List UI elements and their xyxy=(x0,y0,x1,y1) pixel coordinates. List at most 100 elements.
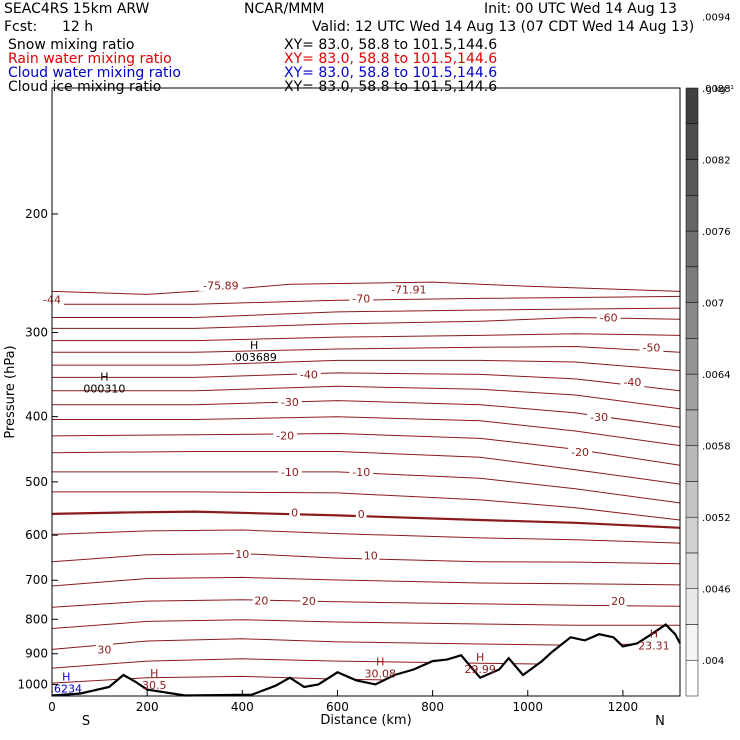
colorbar-band xyxy=(685,373,699,411)
colorbar-band xyxy=(685,159,699,196)
isotherm-line xyxy=(52,345,681,353)
colorbar-band xyxy=(685,266,699,303)
colorbar-band xyxy=(685,552,699,589)
contour-label: -30 xyxy=(281,396,299,409)
contour-label: -70 xyxy=(352,292,370,305)
x-tick-label: 1000 xyxy=(512,700,543,714)
y-tick-label: 500 xyxy=(25,475,48,489)
contour-labels: -75.89 -71.91 -70 -60 -50 -40 -40 -30 -30 -20 -20 -… xyxy=(40,279,670,695)
model-title: SEAC4RS 15km ARW xyxy=(4,1,150,17)
y-tick-label: 700 xyxy=(25,573,48,587)
contour-label: 0 xyxy=(358,508,365,521)
field-xy-cloud-water: XY= 83.0, 58.8 to 101.5,144.6 xyxy=(284,65,498,81)
contour-label: -50 xyxy=(642,341,660,354)
y-tick-label: 800 xyxy=(25,612,48,626)
isotherm-line xyxy=(51,432,681,466)
colorbar-band xyxy=(685,516,699,554)
colorbar-band xyxy=(685,195,699,232)
contour-label-bg xyxy=(277,465,302,478)
colorbar-band xyxy=(685,338,699,375)
contour-label: -30 xyxy=(590,411,608,424)
colorbar-tick-label: .0082 xyxy=(702,156,731,167)
x-tick-label: 600 xyxy=(326,700,349,714)
contour-label: -71.91 xyxy=(391,283,426,296)
contour-label-bg xyxy=(199,279,243,292)
colorbar-band xyxy=(685,445,699,482)
contour-label: -40 xyxy=(300,368,318,381)
terrain-fill xyxy=(52,624,680,696)
isotherm-line xyxy=(52,295,681,305)
extremum-value: 23.31 xyxy=(638,639,670,652)
colorbar-tick-label: .0088 xyxy=(702,84,731,95)
isotherm-line xyxy=(52,359,681,372)
x-tick-label: 0 xyxy=(48,700,56,714)
colorbar-band xyxy=(685,230,699,268)
contour-label: -60 xyxy=(600,311,618,324)
contour-label-bg xyxy=(620,375,645,388)
contour-label-bg xyxy=(277,395,302,408)
isotherm-line xyxy=(52,316,681,329)
isotherm-line xyxy=(52,400,681,428)
field-name-rain: Rain water mixing ratio xyxy=(8,51,172,67)
contour-label-bg xyxy=(273,429,298,442)
y-tick-label: 900 xyxy=(25,647,48,661)
extremum-marker: H xyxy=(62,670,70,683)
field-name-cloud-ice: Cloud ice mixing ratio xyxy=(8,79,162,95)
contour-label: 20 xyxy=(611,595,625,608)
extremum-value: 000310 xyxy=(83,382,125,395)
contour-label: -75.89 xyxy=(203,279,238,292)
x-tick-label: 200 xyxy=(136,700,159,714)
extremum-marker: H xyxy=(376,655,384,668)
x-end-label-left: S xyxy=(82,714,90,729)
contour-label-bg xyxy=(587,410,612,423)
colorbar-unit: g kg⁻¹ xyxy=(706,85,734,95)
field-xy-cloud-ice: XY= 83.0, 58.8 to 101.5,144.6 xyxy=(284,79,498,95)
colorbar-band xyxy=(685,659,699,697)
contour-label-bg xyxy=(297,368,321,381)
colorbar-tick-label: .0046 xyxy=(702,585,731,596)
contour-label-bg xyxy=(639,341,664,354)
contour-label: -20 xyxy=(571,446,589,459)
y-tick-label: 300 xyxy=(25,326,48,340)
extremum-marker: H xyxy=(476,651,484,664)
isotherm-contours xyxy=(51,281,681,684)
isotherm-line xyxy=(52,416,681,447)
isotherm-line xyxy=(51,576,681,587)
colorbar-band xyxy=(685,123,699,160)
x-tick-label: 800 xyxy=(421,700,444,714)
contour-label-bg xyxy=(233,548,251,561)
isotherm-line xyxy=(52,385,681,410)
contour-label: -20 xyxy=(276,429,294,442)
forecast-value: 12 h xyxy=(62,19,94,35)
colorbar-tick-label: .004 xyxy=(702,656,724,667)
y-tick-label: 200 xyxy=(25,207,48,221)
isotherm-line xyxy=(51,510,681,529)
extremum-value: .6234 xyxy=(51,682,83,695)
isotherm-line xyxy=(52,307,681,318)
x-end-label-right: N xyxy=(655,714,665,729)
extremum-marker: H xyxy=(100,370,108,383)
contour-label-bg xyxy=(609,595,627,608)
colorbar-band xyxy=(685,481,699,518)
colorbar-band xyxy=(685,588,699,625)
contour-label-bg xyxy=(568,446,592,459)
isotherm-line xyxy=(51,451,681,485)
colorbar-tick-label: .007 xyxy=(702,299,724,310)
isotherm-line xyxy=(51,553,681,565)
y-tick-label: 1000 xyxy=(17,678,48,692)
field-name-cloud-water: Cloud water mixing ratio xyxy=(8,65,181,81)
extremum-value: 30.08 xyxy=(365,667,397,680)
contour-label: -10 xyxy=(281,466,299,479)
contour-label: -10 xyxy=(352,466,370,479)
isotherm-line xyxy=(51,599,681,608)
center-name: NCAR/MMM xyxy=(244,1,325,17)
extremum-marker: H xyxy=(650,627,658,640)
contour-label-bg xyxy=(596,311,621,324)
y-tick-label: 400 xyxy=(25,410,48,424)
isotherm-line xyxy=(52,333,681,342)
contour-label-bg xyxy=(362,549,380,562)
colorbar-tick-label: .0052 xyxy=(702,513,731,524)
extremum-value: 30.5 xyxy=(142,679,167,692)
x-tick-label: 400 xyxy=(231,700,254,714)
